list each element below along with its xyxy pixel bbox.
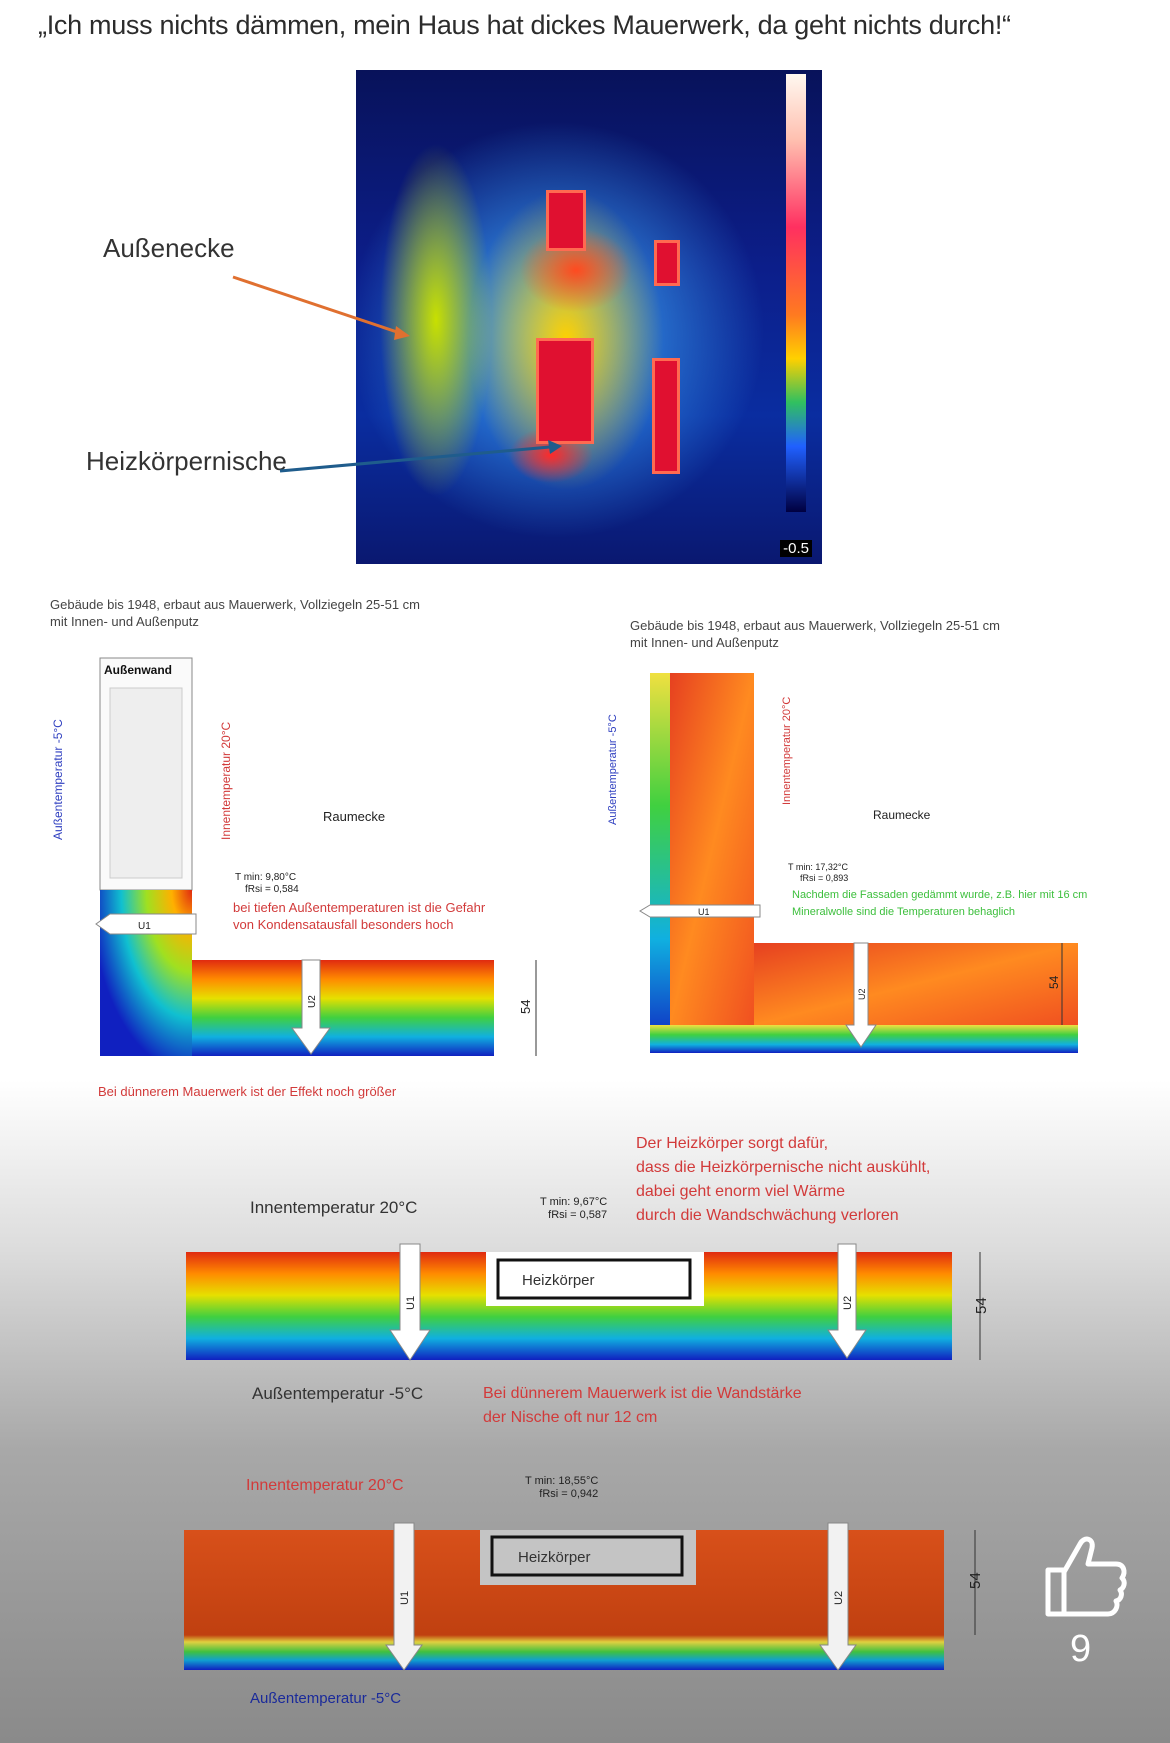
- radiator-label: Heizkörper: [518, 1549, 591, 1566]
- arrow-outer-corner: [232, 275, 401, 335]
- footer-line: Bei dünnerem Mauerwerk ist die Wandstärk…: [483, 1385, 802, 1402]
- u2-arrow: [845, 942, 877, 1048]
- brick-pattern: [109, 687, 183, 879]
- u1-arrow: [639, 904, 761, 918]
- warning-line: von Kondensatausfall besonders hoch: [233, 917, 453, 932]
- u1-arrow: [95, 913, 197, 935]
- corner-label: Raumecke: [323, 809, 385, 824]
- tmin-label: T min: 9,80°C: [235, 872, 296, 883]
- u2-arrow: [291, 959, 331, 1055]
- frsi-label: fRsi = 0,942: [539, 1488, 599, 1500]
- caption-line: Gebäude bis 1948, erbaut aus Mauerwerk, …: [50, 597, 420, 612]
- tmin-label: T min: 17,32°C: [788, 862, 848, 872]
- outside-temp-label: Außentemperatur -5°C: [51, 719, 65, 840]
- diagram-uninsulated-corner: Außenwand Außentemperatur -5°C Innentemp…: [51, 657, 537, 1056]
- thermal-window: [536, 338, 594, 444]
- niche1-tmin-block: T min: 9,67°C fRsi = 0,587: [540, 1196, 607, 1222]
- u2-arrow: [819, 1522, 857, 1671]
- corner-label: Raumecke: [873, 808, 931, 822]
- floor-gradient: [754, 943, 1078, 1025]
- insulation-note: Mineralwolle sind die Temperaturen behag…: [792, 906, 1015, 918]
- radiator-box: [496, 1258, 692, 1300]
- label-outer-corner: Außenecke: [103, 233, 235, 263]
- u1-label: U1: [405, 1296, 417, 1310]
- thumbs-up-icon: [1045, 1536, 1127, 1617]
- caption-line: mit Innen- und Außenputz: [50, 614, 199, 629]
- label-radiator-niche: Heizkörpernische: [86, 446, 287, 476]
- colorbar-min-label: -0.5: [780, 540, 812, 557]
- inside-temp-label: Innentemperatur 20°C: [219, 721, 233, 840]
- thermal-window: [652, 358, 680, 474]
- niche1-footer: Bei dünnerem Mauerwerk ist die Wandstärk…: [483, 1382, 802, 1430]
- frsi-label: fRsi = 0,584: [245, 884, 299, 895]
- wall-title: Außenwand: [104, 663, 172, 677]
- floor-gradient: [192, 960, 494, 1056]
- wall-gradient: [670, 673, 754, 1025]
- dimension-label: 54: [1047, 975, 1061, 989]
- niche1-outside-temp: Außentemperatur -5°C: [252, 1384, 424, 1403]
- u1-label: U1: [399, 1591, 411, 1605]
- dimension-label: 54: [973, 1297, 990, 1314]
- like-count: 9: [1070, 1628, 1092, 1670]
- diagram-insulated-corner: Außentemperatur -5°C Innentemperatur 20°…: [607, 673, 1087, 1053]
- footer-line: der Nische oft nur 12 cm: [483, 1409, 658, 1426]
- outside-temp-label: Außentemperatur -5°C: [607, 714, 619, 825]
- frsi-label: fRsi = 0,587: [548, 1209, 608, 1221]
- post-quote: „Ich muss nichts dämmen, mein Haus hat d…: [38, 10, 1011, 40]
- niche2-tmin-block: T min: 18,55°C fRsi = 0,942: [525, 1475, 598, 1501]
- u2-label: U2: [307, 995, 318, 1008]
- u1-arrow: [385, 1522, 423, 1671]
- dimension-label: 54: [967, 1572, 984, 1589]
- u1-arrow: [389, 1243, 431, 1361]
- thermal-image: -0.5: [356, 70, 822, 564]
- niche-note: Der Heizkörper sorgt dafür, dass die Hei…: [636, 1132, 930, 1228]
- niche1-inside-temp: Innentemperatur 20°C: [250, 1198, 418, 1217]
- note-line: dass die Heizkörpernische nicht auskühlt…: [636, 1159, 931, 1176]
- tmin-label: T min: 18,55°C: [525, 1475, 599, 1487]
- tmin-label: T min: 9,67°C: [540, 1196, 608, 1208]
- warning-line: bei tiefen Außentemperaturen ist die Gef…: [233, 900, 486, 915]
- u2-label: U2: [857, 988, 867, 1000]
- u1-label: U1: [138, 921, 151, 932]
- u2-arrow: [827, 1243, 867, 1359]
- arrowhead: [548, 440, 562, 454]
- frsi-label: fRsi = 0,893: [800, 873, 848, 883]
- note-line: durch die Wandschwächung verloren: [636, 1207, 899, 1224]
- note-line: dabei geht enorm viel Wärme: [636, 1183, 845, 1200]
- insulation-note: Nachdem die Fassaden gedämmt wurde, z.B.…: [792, 889, 1087, 901]
- arrow-radiator-niche: [279, 445, 551, 473]
- right-caption: Gebäude bis 1948, erbaut aus Mauerwerk, …: [630, 617, 1000, 651]
- dimension-label: 54: [518, 1000, 533, 1014]
- u2-label: U2: [842, 1296, 854, 1310]
- u2-label: U2: [833, 1591, 845, 1605]
- left-footer: Bei dünnerem Mauerwerk ist der Effekt no…: [98, 1084, 397, 1099]
- u1-label: U1: [698, 907, 710, 917]
- thermal-window: [654, 240, 680, 286]
- thermal-window: [546, 190, 586, 251]
- like-button[interactable]: [1040, 1530, 1130, 1620]
- temperature-colorbar: [786, 74, 806, 512]
- diagram-niche-uninsulated: Heizkörper U1 U2 54: [186, 1243, 990, 1361]
- radiator-label: Heizkörper: [522, 1272, 595, 1289]
- arrowhead: [394, 326, 410, 340]
- left-caption: Gebäude bis 1948, erbaut aus Mauerwerk, …: [50, 596, 420, 630]
- thermal-arrows: [232, 275, 562, 473]
- niche2-inside-temp: Innentemperatur 20°C: [246, 1477, 404, 1494]
- caption-line: Gebäude bis 1948, erbaut aus Mauerwerk, …: [630, 618, 1000, 633]
- caption-line: mit Innen- und Außenputz: [630, 635, 779, 650]
- radiator-box: [490, 1535, 684, 1577]
- niche2-outside-temp: Außentemperatur -5°C: [250, 1690, 402, 1707]
- diagram-niche-insulated: Heizkörper U1 U2 54: [184, 1522, 984, 1671]
- note-line: Der Heizkörper sorgt dafür,: [636, 1135, 829, 1152]
- inside-temp-label: Innentemperatur 20°C: [781, 697, 793, 805]
